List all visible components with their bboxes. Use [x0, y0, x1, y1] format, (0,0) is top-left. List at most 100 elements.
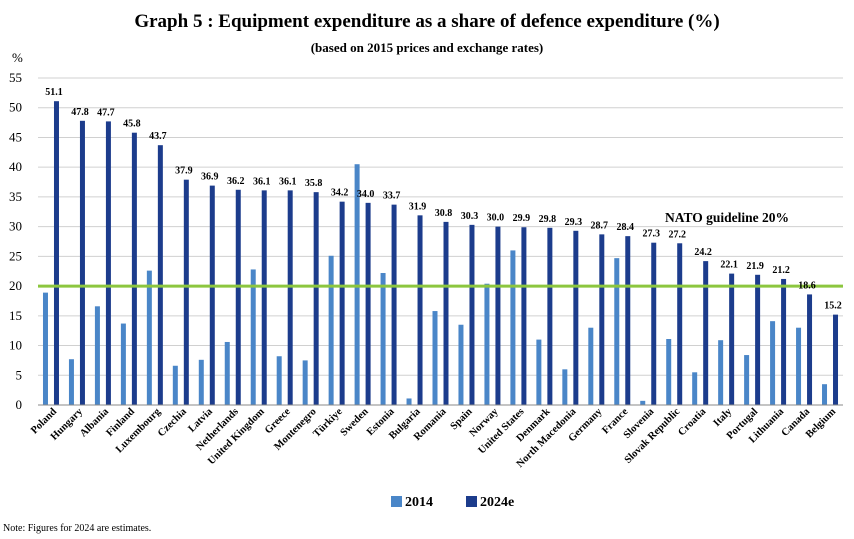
data-label: 47.7 — [97, 107, 115, 118]
legend-swatch-2014 — [391, 496, 402, 507]
bar-2014 — [692, 372, 698, 405]
data-label: 22.1 — [720, 260, 738, 271]
bar-2024e — [573, 230, 579, 405]
y-tick-label: 40 — [9, 159, 22, 174]
data-label: 35.8 — [305, 178, 323, 189]
y-tick-label: 45 — [9, 129, 22, 144]
bar-2024e — [729, 273, 735, 405]
data-label: 36.1 — [253, 176, 271, 187]
bar-2014 — [224, 341, 230, 405]
y-axis-ticks: 0 5 10 15 20 25 30 35 40 45 50 55 — [9, 70, 22, 412]
bar-2024e — [521, 227, 527, 405]
bar-2024e — [365, 202, 371, 405]
data-label: 31.9 — [409, 201, 427, 212]
data-label: 30.3 — [461, 211, 479, 222]
data-label: 29.8 — [539, 214, 557, 225]
bar-2024e — [183, 179, 189, 405]
data-label: 28.4 — [617, 222, 635, 233]
bar-2024e — [807, 294, 813, 405]
bars — [42, 101, 839, 406]
y-tick-label: 30 — [9, 219, 22, 234]
bar-2024e — [105, 121, 111, 405]
data-label: 24.2 — [694, 247, 712, 258]
bar-2024e — [131, 132, 137, 405]
data-label: 34.2 — [331, 188, 349, 199]
data-label: 27.3 — [642, 229, 660, 240]
y-tick-label: 5 — [16, 367, 23, 382]
bar-2024e — [287, 190, 293, 405]
bar-2014 — [328, 255, 334, 405]
data-label: 36.2 — [227, 176, 245, 187]
bar-2014 — [302, 360, 308, 405]
bar-2024e — [833, 314, 839, 405]
legend-swatch-2024e — [466, 496, 477, 507]
bar-2024e — [625, 236, 631, 405]
bar-2014 — [276, 356, 282, 405]
bar-2014 — [198, 359, 204, 405]
bar-2024e — [313, 192, 319, 405]
data-label: 28.7 — [591, 220, 609, 231]
legend-label-2014: 2014 — [405, 495, 433, 510]
data-label: 21.2 — [772, 265, 790, 276]
bar-2024e — [391, 204, 397, 405]
data-label: 29.3 — [565, 217, 583, 228]
guideline-label: NATO guideline 20% — [665, 210, 789, 225]
bar-2024e — [651, 242, 657, 405]
bar-2024e — [599, 234, 605, 405]
data-label: 36.1 — [279, 176, 297, 187]
y-tick-label: 15 — [9, 308, 22, 323]
data-label: 18.6 — [798, 280, 816, 291]
bar-2014 — [718, 340, 724, 405]
x-tick-label: Sweden — [339, 406, 371, 438]
bar-2014 — [68, 359, 74, 405]
data-label: 45.8 — [123, 119, 141, 130]
bar-2014 — [822, 384, 828, 405]
bar-2024e — [157, 145, 163, 405]
bar-2024e — [53, 101, 59, 406]
bar-2014 — [536, 339, 542, 405]
data-label: 43.7 — [149, 131, 167, 142]
nato-guideline: NATO guideline 20% — [38, 210, 843, 288]
bar-2014 — [744, 355, 750, 405]
legend: 2014 2024e — [391, 495, 514, 510]
bar-2024e — [547, 227, 553, 405]
x-tick-label: Croatia — [676, 406, 709, 439]
x-tick-label: Türkiye — [311, 406, 345, 440]
y-tick-label: 20 — [9, 278, 22, 293]
y-tick-label: 0 — [16, 397, 23, 412]
bar-2024e — [261, 190, 267, 405]
bar-2014 — [510, 250, 516, 405]
data-label: 21.9 — [746, 261, 764, 272]
bar-2014 — [458, 324, 464, 405]
bar-2014 — [484, 283, 490, 405]
bar-2024e — [495, 226, 501, 405]
bar-2014 — [666, 339, 672, 405]
bar-2024e — [235, 189, 241, 405]
bar-2024e — [209, 185, 215, 405]
bar-2014 — [94, 306, 100, 405]
bar-2014 — [614, 258, 620, 405]
data-label: 51.1 — [45, 87, 63, 98]
bar-2014 — [406, 398, 412, 405]
data-label: 34.0 — [357, 189, 375, 200]
x-tick-label: Czechia — [156, 406, 189, 439]
bar-2024e — [417, 215, 423, 405]
bar-2024e — [781, 278, 787, 405]
data-label: 27.2 — [668, 229, 686, 240]
y-tick-label: 25 — [9, 248, 22, 263]
bar-2014 — [432, 311, 438, 405]
bar-2014 — [380, 273, 386, 405]
chart-subtitle: (based on 2015 prices and exchange rates… — [311, 40, 544, 55]
chart-title: Graph 5 : Equipment expenditure as a sha… — [134, 11, 719, 32]
footnote: Note: Figures for 2024 are estimates. — [3, 523, 151, 534]
y-tick-label: 35 — [9, 189, 22, 204]
bar-2014 — [588, 327, 594, 405]
data-label: 29.9 — [513, 213, 531, 224]
bar-2024e — [703, 261, 709, 405]
y-axis-label: % — [12, 50, 23, 65]
legend-label-2024e: 2024e — [480, 495, 514, 510]
bar-2014 — [770, 321, 776, 405]
data-labels: 51.1 47.8 47.7 45.8 43.7 37.9 36.9 36.2 36.1 36.1… — [45, 87, 842, 311]
data-label: 30.0 — [487, 213, 505, 224]
